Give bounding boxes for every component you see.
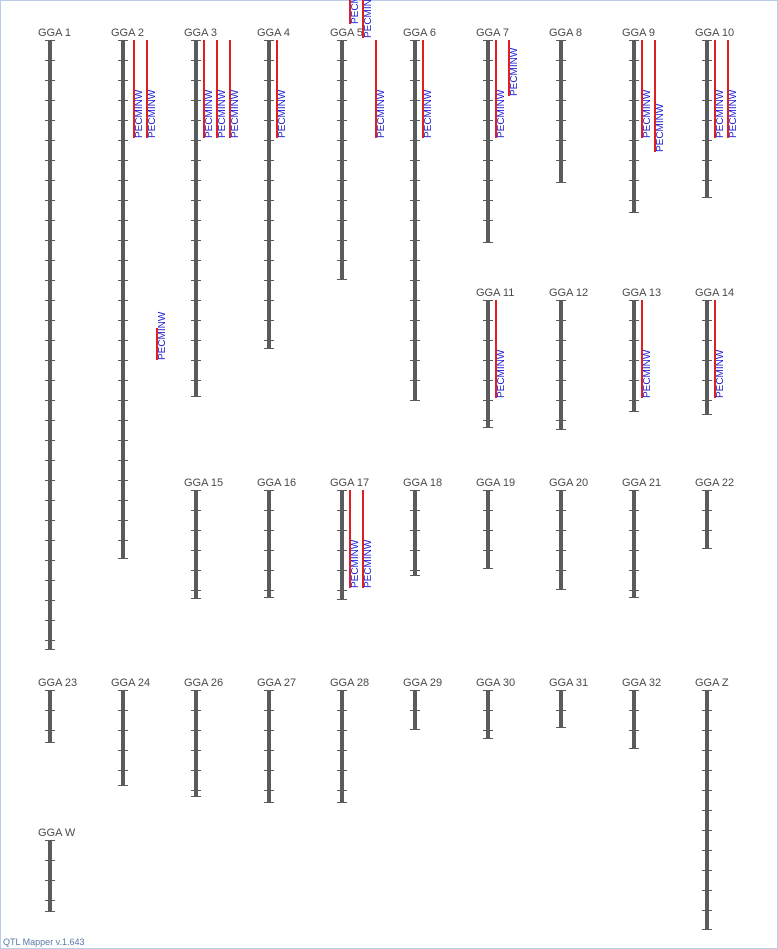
gga-4-label: GGA 4 bbox=[257, 27, 290, 39]
gga-26-label: GGA 26 bbox=[184, 677, 223, 689]
gga-27-label: GGA 27 bbox=[257, 677, 296, 689]
gga-1-bar bbox=[48, 40, 52, 650]
gga-9-qtl-label: PECMINW bbox=[642, 89, 653, 138]
gga-13-qtl-label: PECMINW bbox=[642, 349, 653, 398]
gga-w-label: GGA W bbox=[38, 827, 76, 839]
gga-4-qtl-label: PECMINW bbox=[277, 89, 288, 138]
gga-14-bar bbox=[705, 300, 709, 415]
gga-26-bar bbox=[194, 690, 198, 797]
gga-2-bar bbox=[121, 40, 125, 559]
gga-31-label: GGA 31 bbox=[549, 677, 588, 689]
gga-7-bar bbox=[486, 40, 490, 243]
gga-3-qtl-label: PECMINW bbox=[217, 89, 228, 138]
gga-10-qtl-label: PECMINW bbox=[715, 89, 726, 138]
gga-17-label: GGA 17 bbox=[330, 477, 369, 489]
gga-3-qtl-label: PECMINW bbox=[230, 89, 241, 138]
gga-2-qtl-label: PECMINW bbox=[134, 89, 145, 138]
gga-w-bar bbox=[48, 840, 52, 912]
gga-17-qtl-label: PECMINW bbox=[363, 539, 374, 588]
gga-12-label: GGA 12 bbox=[549, 287, 588, 299]
gga-32-bar bbox=[632, 690, 636, 749]
gga-6-qtl-label: PECMINW bbox=[423, 89, 434, 138]
gga-8-bar bbox=[559, 40, 563, 183]
gga-10-bar bbox=[705, 40, 709, 198]
gga-16-bar bbox=[267, 490, 271, 598]
gga-7-qtl-label: PECMINW bbox=[496, 89, 507, 138]
gga-27-bar bbox=[267, 690, 271, 803]
gga-20-label: GGA 20 bbox=[549, 477, 588, 489]
gga-8-label: GGA 8 bbox=[549, 27, 582, 39]
gga-30-label: GGA 30 bbox=[476, 677, 515, 689]
gga-1-label: GGA 1 bbox=[38, 27, 71, 39]
gga-5-label: GGA 5 bbox=[330, 27, 363, 39]
gga-15-label: GGA 15 bbox=[184, 477, 223, 489]
gga-13-label: GGA 13 bbox=[622, 287, 661, 299]
gga-10-qtl-label: PECMINW bbox=[728, 89, 739, 138]
gga-5-qtl-label: PECMINW bbox=[376, 89, 387, 138]
gga-6-label: GGA 6 bbox=[403, 27, 436, 39]
gga-5-qtl-label: PECMINW bbox=[350, 0, 361, 24]
gga-4-bar bbox=[267, 40, 271, 349]
gga-10-label: GGA 10 bbox=[695, 27, 734, 39]
gga-3-qtl-label: PECMINW bbox=[204, 89, 215, 138]
gga-11-label: GGA 11 bbox=[476, 287, 514, 299]
gga-23-label: GGA 23 bbox=[38, 677, 77, 689]
gga-2-label: GGA 2 bbox=[111, 27, 144, 39]
gga-z-label: GGA Z bbox=[695, 677, 729, 689]
gga-19-bar bbox=[486, 490, 490, 569]
gga-14-label: GGA 14 bbox=[695, 287, 734, 299]
gga-28-label: GGA 28 bbox=[330, 677, 369, 689]
gga-18-bar bbox=[413, 490, 417, 576]
gga-2-qtl-label: PECMINW bbox=[147, 89, 158, 138]
gga-24-bar bbox=[121, 690, 125, 786]
gga-20-bar bbox=[559, 490, 563, 590]
gga-31-bar bbox=[559, 690, 563, 728]
gga-22-bar bbox=[705, 490, 709, 549]
gga-3-label: GGA 3 bbox=[184, 27, 217, 39]
gga-17-bar bbox=[340, 490, 344, 600]
gga-12-bar bbox=[559, 300, 563, 430]
gga-2-qtl-label: PECMINW bbox=[157, 311, 168, 360]
gga-7-qtl-label: PECMINW bbox=[509, 47, 520, 96]
gga-7-label: GGA 7 bbox=[476, 27, 509, 39]
gga-16-label: GGA 16 bbox=[257, 477, 296, 489]
gga-17-qtl-label: PECMINW bbox=[350, 539, 361, 588]
gga-9-qtl-label: PECMINW bbox=[655, 103, 666, 152]
gga-19-label: GGA 19 bbox=[476, 477, 515, 489]
gga-18-label: GGA 18 bbox=[403, 477, 442, 489]
gga-29-label: GGA 29 bbox=[403, 677, 442, 689]
gga-22-label: GGA 22 bbox=[695, 477, 734, 489]
gga-24-label: GGA 24 bbox=[111, 677, 150, 689]
gga-32-label: GGA 32 bbox=[622, 677, 661, 689]
gga-21-label: GGA 21 bbox=[622, 477, 661, 489]
gga-23-bar bbox=[48, 690, 52, 743]
gga-3-bar bbox=[194, 40, 198, 397]
gga-9-bar bbox=[632, 40, 636, 213]
gga-28-bar bbox=[340, 690, 344, 803]
gga-21-bar bbox=[632, 490, 636, 598]
gga-30-bar bbox=[486, 690, 490, 739]
gga-5-qtl-label: PECMINW bbox=[363, 0, 374, 38]
gga-13-bar bbox=[632, 300, 636, 412]
gga-11-bar bbox=[486, 300, 490, 428]
version-footer: QTL Mapper v.1.643 bbox=[3, 937, 85, 947]
gga-9-label: GGA 9 bbox=[622, 27, 655, 39]
gga-14-qtl-label: PECMINW bbox=[715, 349, 726, 398]
gga-15-bar bbox=[194, 490, 198, 599]
gga-11-qtl-label: PECMINW bbox=[496, 349, 507, 398]
